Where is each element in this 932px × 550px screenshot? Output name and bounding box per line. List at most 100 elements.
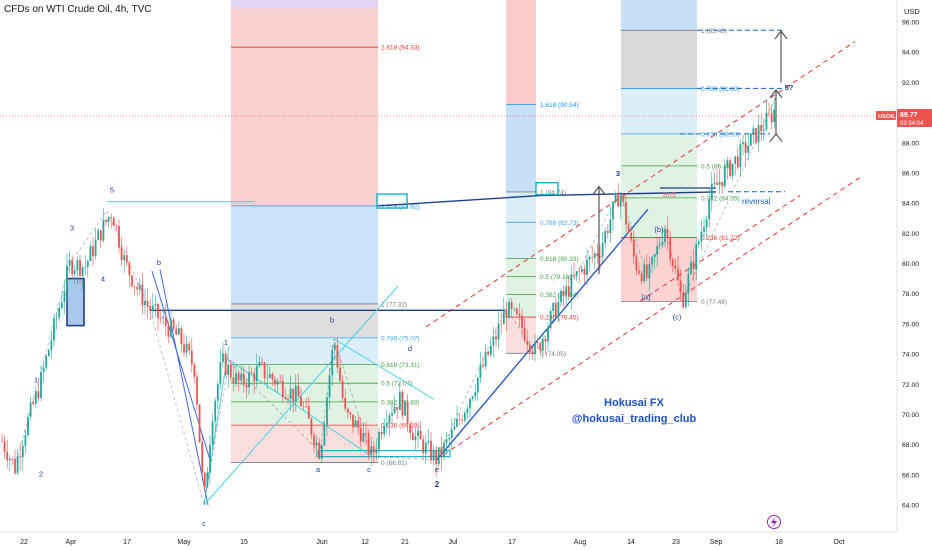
candle	[552, 302, 555, 312]
candle	[544, 339, 547, 342]
candle	[378, 432, 380, 450]
candle	[388, 415, 391, 424]
candle	[211, 421, 214, 445]
target-box-2	[535, 182, 559, 196]
wave-path	[14, 97, 777, 506]
candle	[138, 284, 141, 290]
fib1-level-label: 0.236 (69.29)	[381, 423, 420, 430]
y-tick-label: 76.00	[902, 321, 919, 328]
candle	[697, 241, 700, 245]
candle	[619, 195, 622, 207]
candle	[703, 227, 705, 232]
candle	[471, 396, 474, 399]
candle	[710, 183, 713, 200]
candle	[222, 353, 224, 362]
candle	[188, 343, 191, 351]
candle	[339, 367, 341, 381]
candle	[102, 219, 105, 241]
candle	[1, 441, 3, 442]
y-tick-label: 92.00	[902, 80, 919, 87]
candle	[661, 242, 664, 246]
candle	[58, 308, 61, 318]
candle	[250, 372, 253, 374]
candle	[352, 414, 354, 428]
candle	[396, 406, 399, 410]
candle	[521, 315, 523, 329]
candle	[474, 392, 477, 397]
candle	[606, 230, 609, 233]
candle	[765, 112, 768, 130]
candle	[625, 202, 627, 225]
candle	[281, 381, 284, 397]
candle	[47, 349, 50, 357]
candle	[107, 217, 110, 223]
wedge-line	[151, 270, 211, 460]
candle	[71, 259, 74, 274]
candle	[294, 385, 297, 402]
candle	[422, 439, 425, 454]
candle	[60, 302, 63, 309]
wave-label: b	[157, 258, 161, 267]
candle	[666, 228, 669, 238]
x-tick-label: 18	[775, 539, 783, 546]
candle	[190, 350, 193, 365]
candle	[146, 301, 149, 307]
candle	[596, 253, 599, 256]
candle	[372, 446, 375, 453]
candle	[469, 398, 471, 409]
candle	[144, 301, 146, 306]
candle	[627, 224, 630, 233]
fib3-zone-grey	[621, 30, 697, 89]
candle	[193, 364, 196, 377]
wave-label: 5	[110, 186, 114, 195]
candle	[224, 353, 227, 375]
wedge-line	[159, 269, 209, 506]
chart-title: CFDs on WTI Crude Oil, 4h, TVC	[4, 4, 152, 15]
candle	[99, 230, 102, 241]
wave-label: b	[330, 315, 334, 324]
candle	[497, 323, 500, 340]
candle	[456, 418, 458, 427]
candle	[523, 328, 526, 341]
candle	[29, 402, 32, 417]
candle	[362, 432, 365, 442]
y-tick-label: 86.00	[902, 170, 919, 177]
y-tick-label: 84.00	[902, 201, 919, 208]
candle	[16, 456, 19, 473]
x-tick-label: Apr	[66, 539, 78, 546]
candle	[21, 445, 24, 458]
candle	[406, 401, 409, 425]
candle	[466, 408, 469, 413]
candle	[445, 439, 448, 443]
fib3-level-label: 0.236 (81.72)	[701, 235, 740, 242]
candle	[125, 255, 128, 263]
symbol-tag-label: USOIL	[878, 114, 896, 120]
candle	[276, 380, 279, 385]
candle	[604, 230, 607, 243]
candle	[94, 239, 97, 257]
x-tick-label: 14	[627, 539, 635, 546]
candle	[417, 430, 419, 437]
candle	[588, 256, 591, 260]
candle	[367, 433, 370, 455]
candle	[518, 314, 521, 316]
candle	[229, 364, 232, 378]
candle	[458, 418, 461, 420]
wave-label: 3	[70, 223, 74, 232]
candle	[749, 133, 752, 146]
candle	[708, 199, 711, 220]
candle	[677, 268, 679, 281]
candle	[172, 319, 175, 329]
fib2-level-label: 0.786 (82.73)	[540, 220, 579, 227]
reversal-label: reversal	[742, 197, 771, 206]
x-tick-label: Jul	[449, 539, 458, 546]
fib3-level-label: 0.786 (91.60)	[701, 86, 740, 93]
candle	[614, 193, 617, 203]
y-tick-label: 96.00	[902, 20, 919, 27]
last-price-tag	[897, 109, 932, 128]
candle	[279, 380, 282, 382]
candle	[79, 259, 81, 276]
candle	[292, 388, 295, 402]
candle	[63, 290, 66, 303]
